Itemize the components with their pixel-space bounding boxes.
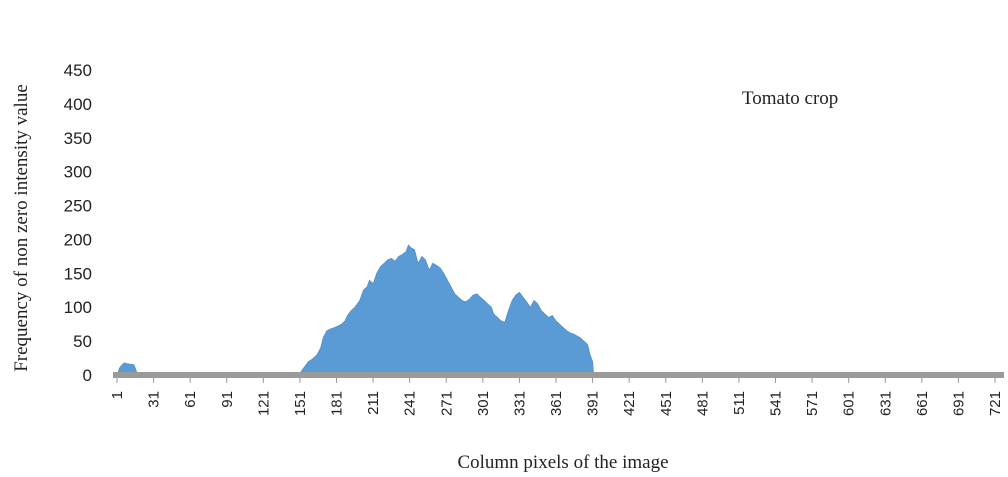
x-tick-label: 451	[658, 391, 675, 416]
y-tick-label: 450	[64, 61, 92, 80]
chart-annotation: Tomato crop	[742, 88, 838, 109]
y-tick-label: 200	[64, 230, 92, 249]
x-tick-label: 601	[841, 391, 858, 416]
x-tick-label: 691	[950, 391, 967, 416]
x-tick-label: 541	[768, 391, 785, 416]
x-tick-label: 511	[731, 391, 748, 415]
y-tick-label: 250	[64, 197, 92, 216]
x-tick-label: 571	[804, 391, 821, 416]
y-tick-label: 50	[73, 332, 92, 351]
y-tick-label: 350	[64, 129, 92, 148]
x-axis-ticks: 1 31 61 91 121 151 181 211 241 271 301 331 361 391 421…	[109, 378, 1004, 416]
x-tick-label: 481	[694, 391, 711, 416]
y-tick-label: 150	[64, 264, 92, 283]
x-tick-label: 631	[877, 391, 894, 416]
x-tick-label: 61	[182, 391, 199, 408]
x-tick-label: 301	[475, 391, 492, 416]
x-tick-label: 361	[548, 391, 565, 416]
x-tick-label: 661	[914, 391, 931, 416]
x-tick-label: 421	[621, 391, 638, 416]
x-tick-label: 1	[109, 391, 126, 399]
x-tick-label: 151	[292, 391, 309, 416]
x-tick-label: 181	[329, 391, 346, 416]
x-tick-label: 391	[585, 391, 602, 416]
x-tick-label: 211	[365, 391, 382, 415]
x-tick-label: 721	[987, 391, 1004, 416]
x-axis-title: Column pixels of the image	[457, 452, 668, 473]
x-tick-label: 241	[402, 391, 419, 416]
x-tick-label: 121	[255, 391, 272, 416]
y-axis-title: Frequency of non zero intensity value	[11, 84, 32, 372]
y-tick-label: 400	[64, 95, 92, 114]
y-tick-label: 0	[83, 366, 92, 385]
y-axis-ticks: 0 50 100 150 200 250 300 350 400 450	[64, 61, 92, 385]
series-area	[116, 244, 995, 376]
x-tick-label: 91	[219, 391, 236, 408]
y-tick-label: 100	[64, 298, 92, 317]
y-tick-label: 300	[64, 163, 92, 182]
x-tick-label: 271	[438, 391, 455, 416]
x-tick-label: 331	[511, 391, 528, 416]
x-tick-label: 31	[146, 391, 163, 408]
